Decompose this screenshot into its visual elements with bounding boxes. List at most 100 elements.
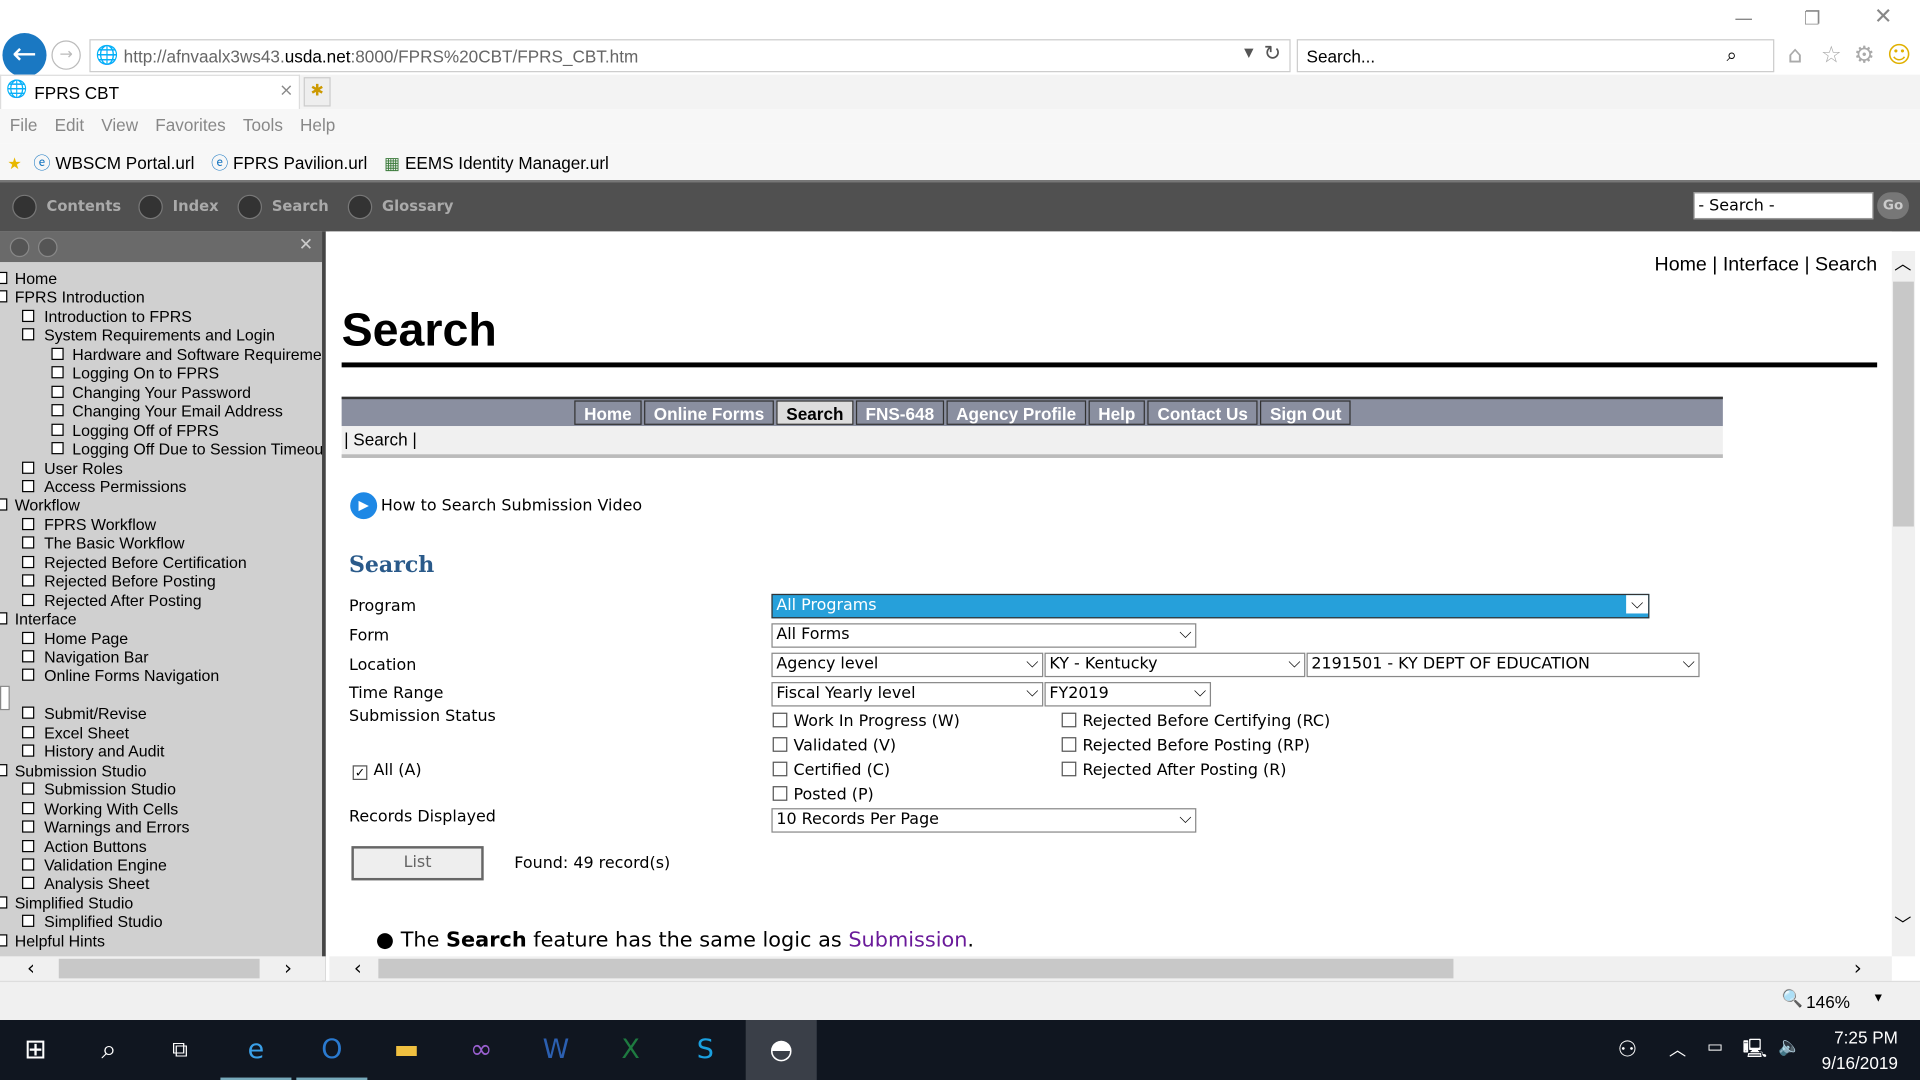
task-view-icon[interactable]: ⧉ (172, 1037, 188, 1063)
address-bar[interactable]: 🌐 http://afnvaalx3ws43.usda.net:8000/FPR… (89, 39, 1291, 73)
scroll-thumb[interactable] (58, 958, 260, 979)
file-explorer-icon[interactable]: ▬ (393, 1034, 420, 1066)
collapse-toggle-icon[interactable] (22, 328, 35, 341)
nav-tab-sign-out[interactable]: Sign Out (1260, 400, 1352, 425)
collapse-toggle-icon[interactable] (0, 612, 8, 625)
skype-icon[interactable]: S (696, 1034, 714, 1066)
collapse-toggle-icon[interactable] (0, 896, 8, 909)
checkbox-wip[interactable]: Work In Progress (W) (772, 712, 960, 731)
clock[interactable]: 7:25 PM 9/16/2019 (1812, 1025, 1898, 1076)
next-icon[interactable] (37, 237, 58, 258)
page-icon[interactable] (22, 839, 35, 852)
start-windows-icon[interactable]: ⊞ (24, 1034, 47, 1066)
go-button[interactable]: Go (1877, 192, 1909, 220)
page-icon[interactable] (22, 555, 35, 568)
page-icon[interactable] (22, 782, 35, 795)
index-button[interactable]: Index (138, 194, 219, 220)
page-icon[interactable] (0, 271, 8, 285)
new-tab-button[interactable]: ✱ (303, 77, 331, 107)
content-hscrollbar[interactable]: ‹ › (329, 956, 1892, 981)
nav-tab-contact-us[interactable]: Contact Us (1147, 400, 1258, 425)
dropdown-icon[interactable]: ▼ (1244, 46, 1254, 61)
refresh-icon[interactable]: ↻ (1263, 41, 1282, 67)
scroll-right-icon[interactable]: › (1853, 956, 1862, 980)
page-icon[interactable] (51, 423, 64, 436)
tab-close-icon[interactable]: × (279, 80, 294, 101)
collapse-toggle-icon[interactable] (0, 498, 8, 512)
browser-tab[interactable]: 🌐 FPRS CBT × (0, 74, 301, 109)
scroll-thumb[interactable] (1893, 281, 1914, 527)
restore-button[interactable]: ❐ (1803, 7, 1821, 30)
checkbox-certified[interactable]: Certified (C) (772, 761, 890, 780)
close-pane-icon[interactable]: ✕ (298, 235, 314, 255)
page-icon[interactable] (22, 309, 35, 322)
network-icon[interactable]: 🖳 (1742, 1037, 1767, 1060)
forward-button[interactable]: → (51, 40, 81, 70)
checkbox-all[interactable]: ✓ All (A) (352, 762, 422, 781)
scroll-down-icon[interactable]: ﹀ (1894, 915, 1912, 936)
page-icon[interactable] (22, 536, 35, 549)
play-video-icon[interactable]: ▶ (350, 492, 378, 520)
checkbox-validated[interactable]: Validated (V) (772, 737, 896, 756)
page-icon[interactable] (51, 366, 64, 379)
outlook-icon[interactable]: O (296, 1020, 368, 1080)
collapse-toggle-icon[interactable] (0, 290, 8, 303)
favorite-wbscm[interactable]: ⓔ WBSCM Portal.url (33, 153, 194, 173)
state-select[interactable]: KY - Kentucky ⌵ (1044, 652, 1306, 678)
scroll-left-icon[interactable]: ‹ (353, 956, 362, 980)
page-icon[interactable] (51, 385, 64, 398)
menu-edit[interactable]: Edit (54, 115, 85, 135)
subnav-search[interactable]: Search (353, 429, 408, 450)
breadcrumb-interface[interactable]: Interface (1722, 254, 1800, 276)
nav-tab-help[interactable]: Help (1088, 400, 1146, 425)
search-icon[interactable]: ⌕ (101, 1034, 117, 1066)
back-button[interactable]: ← (2, 33, 47, 78)
checkbox-r[interactable]: Rejected After Posting (R) (1061, 761, 1287, 780)
collapse-toggle-icon[interactable] (0, 763, 8, 776)
browser-search-input[interactable]: Search... ⌕ (1296, 39, 1775, 73)
glossary-button[interactable]: Glossary (347, 194, 453, 220)
location-level-select[interactable]: Agency level ⌵ (771, 652, 1044, 678)
page-icon[interactable] (22, 858, 35, 871)
checkbox-rp[interactable]: Rejected Before Posting (RP) (1061, 737, 1310, 756)
vertical-scrollbar[interactable]: ︿ ﹀ (1891, 251, 1916, 957)
video-link[interactable]: How to Search Submission Video (380, 497, 643, 516)
show-hidden-icons-icon[interactable]: ︿ (1668, 1040, 1687, 1061)
fiscal-year-select[interactable]: FY2019 ⌵ (1044, 682, 1212, 707)
page-icon[interactable] (22, 820, 35, 833)
page-icon[interactable] (22, 517, 35, 531)
page-icon[interactable] (51, 347, 64, 360)
nav-tab-search[interactable]: Search (776, 400, 854, 425)
menu-favorites[interactable]: Favorites (155, 115, 226, 135)
nav-tab-fns-648[interactable]: FNS-648 (855, 400, 944, 425)
word-icon[interactable]: W (542, 1034, 570, 1066)
scroll-up-icon[interactable]: ︿ (1894, 254, 1912, 275)
form-select[interactable]: All Forms ⌵ (771, 623, 1197, 648)
page-icon[interactable] (51, 404, 64, 417)
volume-icon[interactable]: 🔈 (1777, 1034, 1801, 1057)
tree-item[interactable]: Search (0, 685, 10, 711)
close-window-button[interactable]: ✕ (1874, 3, 1893, 30)
page-icon[interactable] (22, 574, 35, 587)
scroll-thumb[interactable] (378, 958, 1454, 979)
page-icon[interactable] (51, 442, 64, 455)
favorite-fprs-pavilion[interactable]: ⓔ FPRS Pavilion.url (211, 153, 367, 173)
list-button[interactable]: List (351, 846, 484, 881)
favorite-eems[interactable]: ▦ EEMS Identity Manager.url (384, 153, 609, 173)
sidebar-hscrollbar[interactable]: ‹ › (0, 956, 326, 981)
page-icon[interactable] (22, 650, 35, 663)
page-icon[interactable] (22, 915, 35, 928)
settings-gear-icon[interactable]: ⚙ (1853, 41, 1875, 69)
people-icon[interactable]: ⚇ (1617, 1037, 1638, 1063)
page-icon[interactable] (22, 669, 35, 682)
page-icon[interactable] (22, 744, 35, 758)
agency-select[interactable]: 2191501 - KY DEPT OF EDUCATION ⌵ (1306, 652, 1700, 678)
page-icon[interactable] (22, 801, 35, 814)
app-icon[interactable]: ◓ (745, 1020, 817, 1080)
favorites-star-icon[interactable]: ★ (7, 154, 22, 173)
submission-link[interactable]: Submission (848, 928, 968, 953)
time-level-select[interactable]: Fiscal Yearly level ⌵ (771, 682, 1044, 707)
checkbox-posted[interactable]: Posted (P) (772, 786, 874, 804)
zoom-icon[interactable]: 🔍 (1781, 988, 1803, 1008)
search-icon[interactable]: ⌕ (1726, 44, 1737, 67)
